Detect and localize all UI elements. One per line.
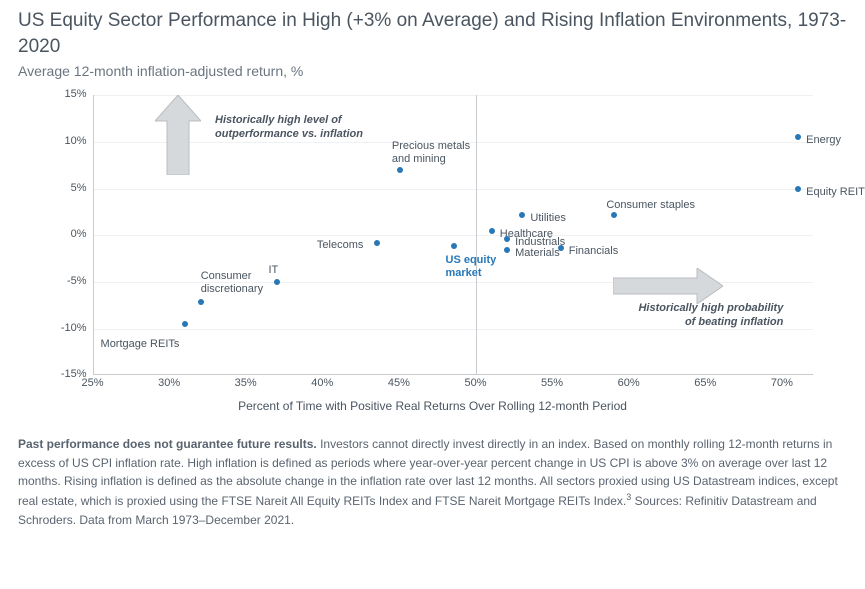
x-tick-label: 30% [158, 377, 180, 389]
x-tick-label: 35% [235, 377, 257, 389]
data-point [504, 247, 510, 253]
x-tick-label: 60% [618, 377, 640, 389]
chart-subtitle: Average 12-month inflation-adjusted retu… [18, 63, 847, 79]
y-tick-label: 0% [47, 228, 87, 240]
disclaimer-text: Past performance does not guarantee futu… [18, 435, 847, 529]
data-point-label: Consumer discretionary [201, 270, 263, 295]
data-point-label: Mortgage REITs [101, 338, 180, 351]
y-tick-label: 5% [47, 182, 87, 194]
annotation-top: Historically high level of outperformanc… [215, 114, 363, 142]
x-tick-label: 40% [311, 377, 333, 389]
x-tick-label: 50% [464, 377, 486, 389]
data-point [795, 186, 801, 192]
right-arrow-icon [613, 268, 723, 304]
disclaimer-bold: Past performance does not guarantee futu… [18, 437, 317, 451]
x-tick-label: 45% [388, 377, 410, 389]
data-point-label: Precious metals and mining [392, 140, 470, 165]
data-point-label: Financials [569, 245, 619, 258]
data-point [558, 245, 564, 251]
data-point-label: Energy [806, 134, 841, 147]
data-point-label: Materials [515, 247, 560, 260]
data-point [397, 167, 403, 173]
data-point-label: IT [268, 264, 278, 277]
data-point-label: Equity REIT [806, 186, 865, 199]
x-tick-label: 55% [541, 377, 563, 389]
data-point [489, 228, 495, 234]
y-tick-label: 15% [47, 88, 87, 100]
chart-title: US Equity Sector Performance in High (+3… [18, 8, 847, 59]
x-tick-label: 65% [694, 377, 716, 389]
data-point [611, 212, 617, 218]
y-tick-label: -5% [47, 275, 87, 287]
annotation-right: Historically high probability of beating… [613, 302, 783, 330]
data-point-label: Consumer staples [606, 199, 695, 212]
data-point [519, 212, 525, 218]
data-point [274, 279, 280, 285]
data-point [182, 321, 188, 327]
data-point [451, 243, 457, 249]
x-tick-label: 70% [771, 377, 793, 389]
data-point-label: Utilities [530, 212, 565, 225]
data-point-label: Telecoms [317, 239, 363, 252]
data-point [198, 299, 204, 305]
y-tick-label: -10% [47, 322, 87, 334]
x-axis-title: Percent of Time with Positive Real Retur… [23, 399, 843, 413]
y-tick-label: 10% [47, 135, 87, 147]
data-point [504, 236, 510, 242]
scatter-chart: Mortgage REITs Consumer discretionary IT Te… [23, 85, 843, 425]
data-point-label: US equity market [446, 254, 497, 279]
x-tick-label: 25% [81, 377, 103, 389]
up-arrow-icon [155, 95, 201, 175]
data-point [374, 240, 380, 246]
data-point [795, 134, 801, 140]
